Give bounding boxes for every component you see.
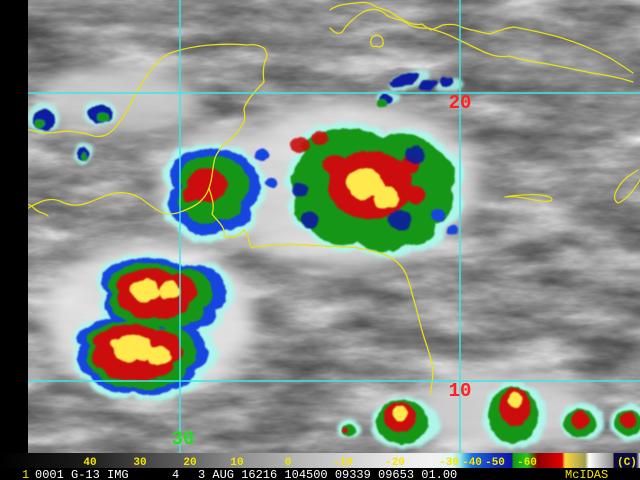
svg-text:3 AUG 16216 104500 09339 09653: 3 AUG 16216 104500 09339 09653 01.00 (198, 468, 457, 480)
svg-text:McIDAS: McIDAS (565, 468, 608, 480)
svg-text:30: 30 (172, 428, 195, 450)
svg-text:4: 4 (172, 468, 179, 480)
svg-text:10: 10 (449, 380, 472, 402)
svg-text:20: 20 (449, 92, 472, 114)
svg-text:0001 G-13 IMG: 0001 G-13 IMG (35, 468, 129, 480)
svg-text:1: 1 (22, 468, 29, 480)
